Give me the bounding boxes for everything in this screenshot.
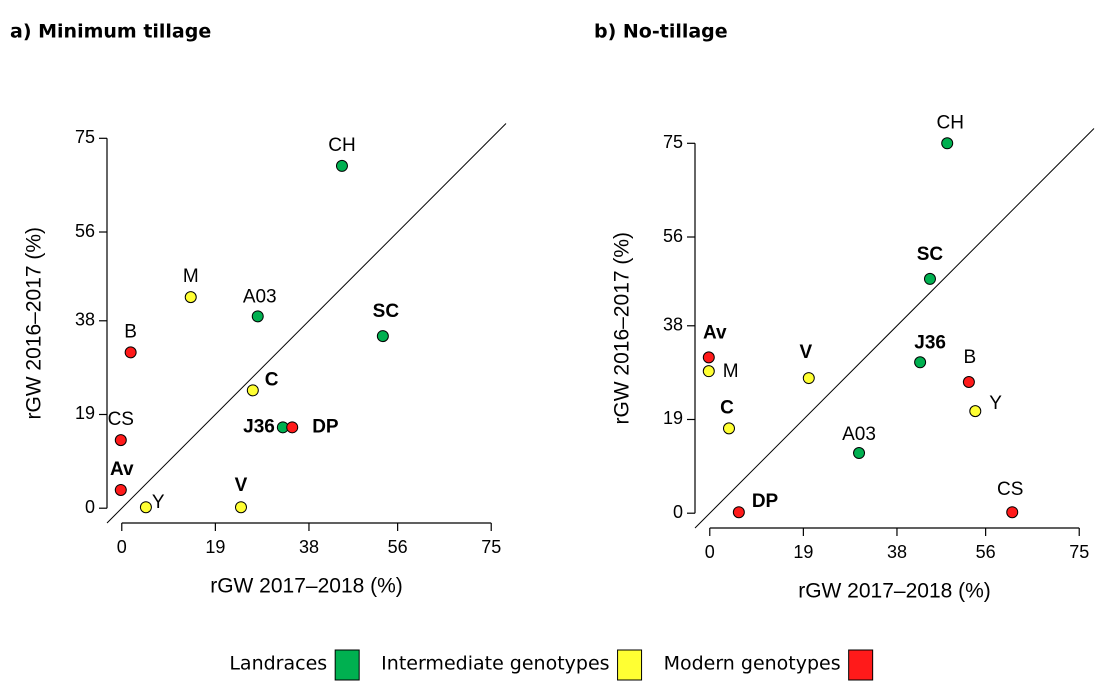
point (376, 330, 389, 343)
point-label: Y (152, 492, 165, 513)
point-label: CH (328, 135, 355, 156)
point-label: Y (989, 393, 1002, 414)
legend-swatch (334, 649, 360, 681)
point (114, 483, 127, 496)
point (722, 422, 735, 435)
y-tick-label: 56 (663, 226, 683, 246)
point-label: A03 (243, 286, 277, 307)
y-axis-label: rGW 2016–2017 (%) (611, 232, 634, 425)
point (234, 501, 247, 514)
point-label: DP (752, 491, 779, 512)
point (286, 421, 299, 434)
point (124, 346, 137, 359)
point (184, 291, 197, 304)
point-label: B (124, 321, 137, 342)
y-tick-label: 38 (663, 315, 683, 335)
point-label: SC (373, 301, 400, 322)
point-label: Av (703, 322, 727, 343)
y-tick-label: 19 (663, 408, 683, 428)
identity-line (694, 128, 1095, 529)
y-tick-label: 75 (75, 127, 95, 147)
legend-swatch (848, 649, 874, 681)
point-label: V (235, 475, 248, 496)
legend-label: Modern genotypes (664, 653, 841, 675)
point (246, 384, 259, 397)
y-axis-label: rGW 2016–2017 (%) (23, 227, 46, 420)
x-axis-label: rGW 2017–2018 (%) (210, 575, 403, 598)
x-axis-label: rGW 2017–2018 (%) (798, 580, 991, 603)
point (853, 447, 866, 460)
x-tick-label: 75 (1069, 542, 1089, 562)
point-label: V (799, 342, 812, 363)
point (923, 272, 936, 285)
legend-label: Intermediate genotypes (381, 653, 609, 675)
legend-label: Landraces (229, 653, 327, 675)
y-tick-label: 0 (673, 502, 683, 522)
point-label: M (723, 361, 739, 382)
point-label: J36 (914, 332, 946, 353)
point (335, 159, 348, 172)
chart-title: a) Minimum tillage (10, 21, 211, 43)
point (251, 310, 264, 323)
point-label: C (265, 369, 279, 390)
point (1006, 506, 1019, 519)
y-tick-label: 0 (85, 497, 95, 517)
x-tick-label: 56 (976, 542, 996, 562)
point (114, 434, 127, 447)
point (802, 372, 815, 385)
point (702, 351, 715, 364)
chart-title: b) No-tillage (594, 21, 728, 43)
x-tick-label: 19 (205, 537, 225, 557)
point (914, 356, 927, 369)
point (732, 506, 745, 519)
point-label: SC (917, 244, 944, 265)
y-tick-label: 19 (75, 403, 95, 423)
x-tick-label: 38 (887, 542, 907, 562)
point-label: DP (312, 416, 339, 437)
y-tick-label: 56 (75, 221, 95, 241)
x-tick-label: 75 (481, 537, 501, 557)
point-label: M (183, 266, 199, 287)
point (139, 501, 152, 514)
point-label: C (720, 397, 734, 418)
point (969, 405, 982, 418)
point (962, 376, 975, 389)
point-label: B (964, 347, 977, 368)
identity-line (106, 123, 507, 524)
x-tick-label: 56 (388, 537, 408, 557)
point-label: CH (936, 112, 963, 133)
y-tick-label: 75 (663, 132, 683, 152)
point-label: CS (997, 479, 1023, 500)
point (941, 137, 954, 150)
point-label: A03 (842, 424, 876, 445)
point (702, 365, 715, 378)
point-label: Av (110, 459, 134, 480)
y-tick-label: 38 (75, 310, 95, 330)
x-tick-label: 19 (793, 542, 813, 562)
x-tick-label: 0 (117, 537, 127, 557)
legend-swatch (617, 649, 643, 681)
point-label: J36 (243, 416, 275, 437)
x-tick-label: 0 (705, 542, 715, 562)
x-tick-label: 38 (299, 537, 319, 557)
point-label: CS (108, 409, 134, 430)
